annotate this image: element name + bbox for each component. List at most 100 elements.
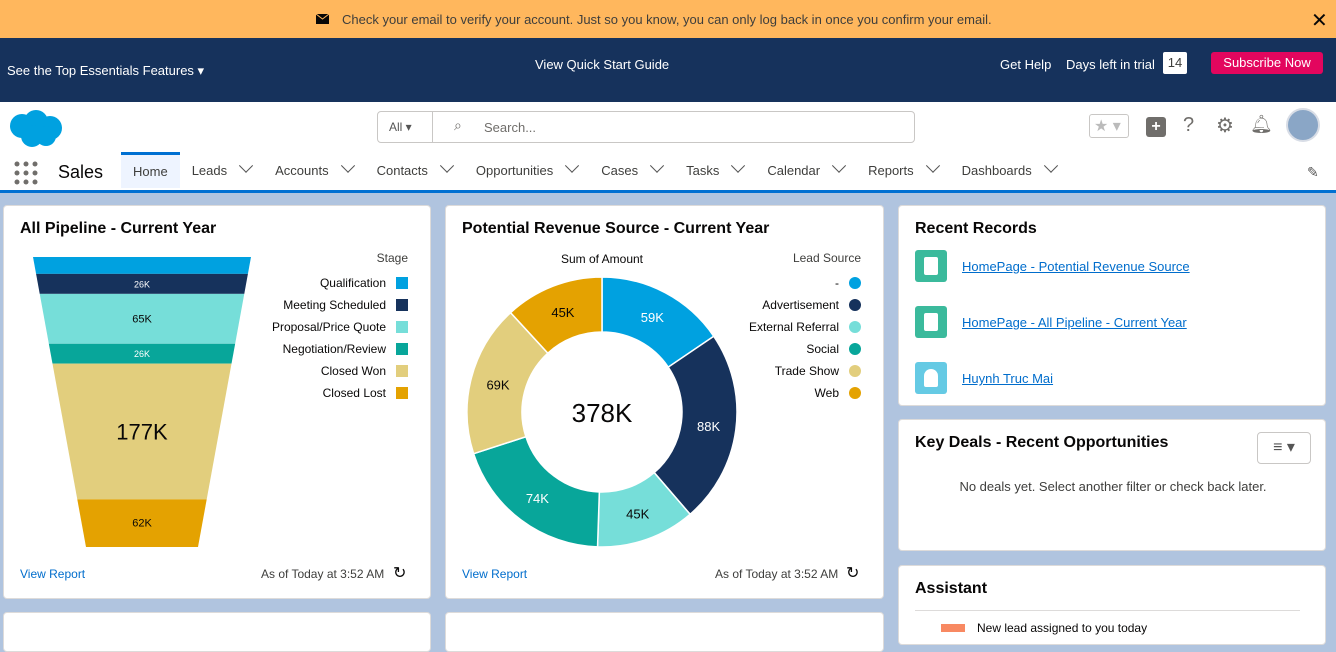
legend-label: Social	[806, 342, 839, 356]
record-link[interactable]: Huynh Truc Mai	[962, 371, 1054, 386]
donut-chart: 59K - 88K Advertisement 45K External Referral…	[466, 251, 861, 548]
legend-label: -	[835, 276, 839, 290]
nav-tab[interactable]: Contacts	[365, 152, 464, 188]
as-of: As of Today at 3:52 AM	[715, 567, 839, 581]
recent-records-card: Recent Records HomePage - Potential Reve…	[898, 205, 1326, 406]
center-total: 378K	[572, 398, 633, 428]
card-title: Key Deals - Recent Opportunities	[915, 434, 1169, 451]
tab-chevron	[340, 158, 355, 173]
empty-message: No deals yet. Select another filter or c…	[959, 479, 1267, 494]
card-title: All Pipeline - Current Year	[20, 220, 217, 237]
tab-label: Home	[133, 164, 168, 179]
funnel-segment	[33, 257, 251, 274]
value-label: 26K	[134, 279, 150, 289]
avatar[interactable]	[1286, 108, 1320, 142]
nav-tab[interactable]: Tasks	[674, 152, 755, 188]
add-button[interactable]: +	[1146, 117, 1166, 137]
legend-swatch	[396, 299, 408, 311]
notifications-icon[interactable]: 🔔︎	[1250, 114, 1273, 134]
view-report[interactable]: View Report	[462, 567, 528, 581]
revenue-card: Potential Revenue Source - Current Year …	[445, 205, 884, 599]
nav-tab[interactable]: Calendar	[755, 152, 856, 188]
tab-label: Opportunities	[475, 162, 554, 178]
global-header: All ▾ ⌕ Search... ★ ▾ + ? ⚙ 🔔︎ Sales Hom…	[0, 102, 1336, 193]
record-icon	[915, 250, 947, 282]
icon-glyph	[924, 257, 938, 275]
value-label: 26K	[134, 349, 150, 359]
view-report[interactable]: View Report	[20, 567, 86, 581]
funnel-segment	[48, 343, 236, 364]
help-icon[interactable]: ?	[1183, 114, 1195, 136]
trial-days: 14	[1163, 52, 1187, 74]
help-link[interactable]: Get Help	[1000, 57, 1052, 72]
value-label: 59K	[641, 310, 664, 325]
nav-tab[interactable]: Home	[121, 152, 180, 188]
legend-label: Advertisement	[762, 298, 839, 312]
legend-swatch	[396, 365, 408, 377]
nav-tab[interactable]: Cases	[589, 152, 674, 188]
legend-swatch	[849, 277, 861, 289]
search-scope-label: All	[389, 120, 403, 134]
donut-segment	[509, 276, 603, 355]
guide-link[interactable]: View Quick Start Guide	[535, 57, 670, 72]
tab-label: Tasks	[686, 162, 720, 178]
verify-banner: Check your email to verify your account.…	[0, 0, 1336, 38]
card-title: Recent Records	[915, 220, 1037, 237]
search-icon: ⌕	[454, 117, 462, 133]
legend-swatch	[849, 365, 861, 377]
record-link[interactable]: HomePage - Potential Revenue Source	[962, 259, 1190, 274]
subscribe-button[interactable]: Subscribe Now	[1211, 52, 1323, 74]
nav-tabs: Home Leads Accounts Contacts Opportunities Ca…	[121, 152, 1068, 188]
tab-chevron	[439, 158, 454, 173]
legend-label: Closed Won	[321, 364, 386, 378]
trial-bar: See the Top Essentials Features ▾ View Q…	[0, 38, 1336, 102]
refresh[interactable]: ↻	[393, 565, 407, 582]
nav-tab[interactable]: Leads	[180, 152, 263, 188]
tab-chevron	[1043, 158, 1058, 173]
search-divider	[432, 112, 433, 142]
tab-label: Contacts	[376, 162, 428, 178]
assistant-item: New lead assigned to you today	[977, 621, 1148, 635]
search-scope[interactable]: All ▾	[389, 120, 412, 134]
tab-chevron	[239, 158, 254, 173]
donut-segment	[653, 335, 738, 516]
features-menu[interactable]: See the Top Essentials Features ▾	[7, 63, 205, 78]
card-title: Assistant	[915, 580, 988, 597]
app-launcher[interactable]	[14, 161, 38, 185]
nav-tab[interactable]: Accounts	[263, 152, 364, 188]
value-label: 88K	[697, 419, 720, 434]
nav-tab[interactable]: Opportunities	[464, 152, 589, 188]
tab-label: Calendar	[767, 162, 821, 178]
tab-label: Dashboards	[961, 162, 1032, 178]
legend-swatch	[396, 387, 408, 399]
legend-label: Qualification	[320, 276, 386, 290]
legend-swatch	[849, 321, 861, 333]
tab-label: Reports	[868, 162, 914, 178]
logo	[10, 110, 62, 147]
setup-icon[interactable]: ⚙	[1216, 115, 1234, 137]
nav-tab[interactable]: Dashboards	[950, 152, 1068, 188]
icon-glyph	[924, 369, 938, 387]
legend-label: External Referral	[749, 320, 839, 334]
legend-label: Closed Lost	[323, 386, 387, 400]
nav-tab[interactable]: Reports	[856, 152, 950, 188]
legend-swatch	[396, 343, 408, 355]
record-link[interactable]: HomePage - All Pipeline - Current Year	[962, 315, 1187, 330]
favorites[interactable]: ★ ▾	[1089, 114, 1129, 138]
refresh[interactable]: ↻	[846, 565, 860, 582]
edit-nav[interactable]: ✎	[1307, 164, 1319, 180]
legend-label: Trade Show	[775, 364, 840, 378]
tab-label: Accounts	[275, 162, 329, 178]
value-label: 69K	[486, 378, 509, 393]
card-lower	[445, 612, 884, 652]
search-box[interactable]: All ▾ ⌕ Search...	[377, 111, 915, 143]
funnel-segment	[52, 363, 232, 500]
value-label: 74K	[526, 491, 549, 506]
close-banner[interactable]: ✕	[1311, 10, 1328, 32]
banner-message: Check your email to verify your account.…	[342, 12, 992, 27]
sort-menu[interactable]: ≡ ▾	[1257, 432, 1311, 464]
legend-swatch	[849, 387, 861, 399]
tab-chevron	[925, 158, 940, 173]
legend-swatch	[849, 343, 861, 355]
